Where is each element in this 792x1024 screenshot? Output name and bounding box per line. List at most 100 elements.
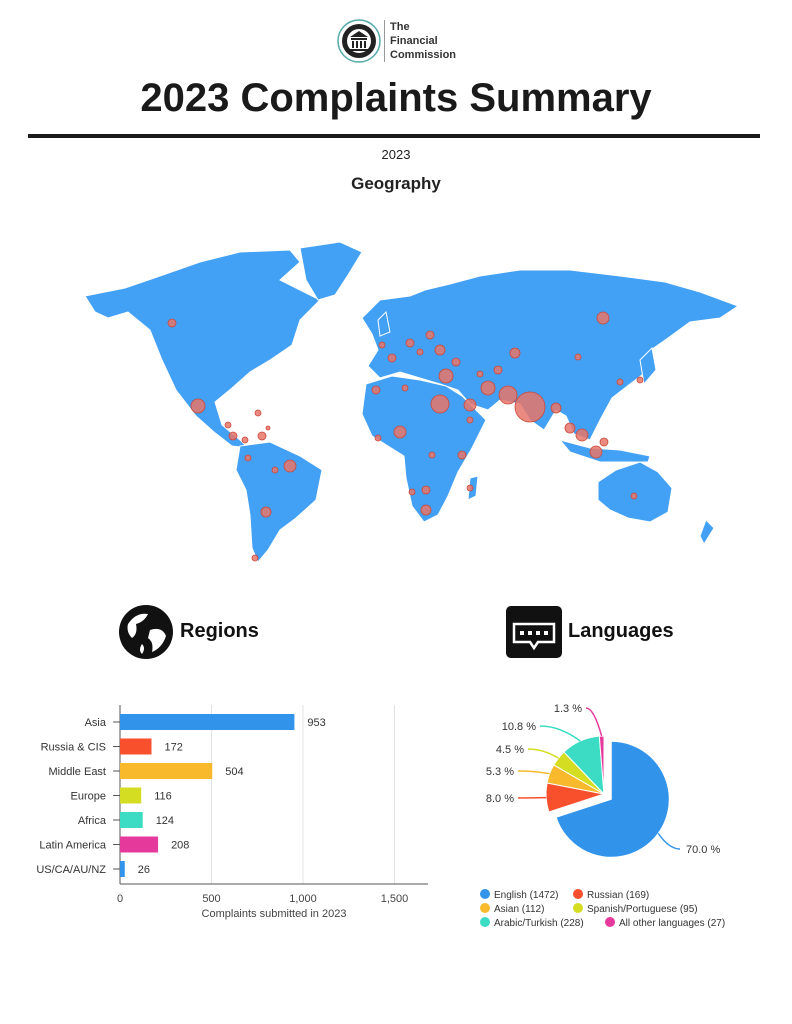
map-marker [596,311,610,325]
slice-label: 10.8 % [502,721,536,733]
eurasia [361,269,740,441]
map-marker [457,450,467,460]
map-marker [190,398,206,414]
world-map [84,241,740,563]
title-rule [28,134,760,138]
legend-swatch [480,917,490,927]
leader-line [585,707,603,737]
map-marker [574,353,582,361]
australia [597,461,673,523]
category-label: Africa [78,815,107,827]
logo-line: Commission [390,49,457,61]
map-marker [466,416,474,424]
legend-label: Spanish/Portuguese (95) [587,904,698,915]
uk [377,310,391,337]
data-label: 953 [307,717,325,729]
map-marker [493,365,503,375]
north-america [84,249,321,449]
bar [120,763,213,779]
data-label: 208 [171,840,189,852]
map-marker [387,353,397,363]
regions-bar-chart: 0 500 1,000 1,500 Asia 953 Russia & CIS 172 Midd… [36,705,428,920]
page-title: 2023 Complaints Summary [140,76,652,120]
map-marker [476,370,484,378]
map-marker [244,454,252,462]
legend-label: Arabic/Turkish (228) [494,918,584,929]
map-marker [224,421,232,429]
map-marker [251,554,259,562]
map-marker [241,436,249,444]
category-label: Asia [85,717,107,729]
bar [120,812,143,828]
africa [361,375,487,523]
speech-bubble-icon [506,606,562,658]
logo-line: Financial [390,35,438,47]
map-marker [393,425,407,439]
map-marker [260,506,272,518]
map-marker [421,485,431,495]
map-marker [514,391,546,423]
map-marker [405,338,415,348]
map-marker [378,341,386,349]
data-label: 26 [138,864,150,876]
logo-divider [384,20,385,62]
map-marker [466,484,474,492]
slice-label: 5.3 % [486,766,514,778]
map-marker [509,347,521,359]
legend-swatch [480,889,490,899]
legend-label: Asian (112) [494,904,544,915]
map-marker [434,344,446,356]
legend-label: Russian (169) [587,890,649,901]
year-label: 2023 [381,147,411,162]
map-marker [438,368,454,384]
map-marker [257,431,267,441]
slice-label: 70.0 % [686,844,720,856]
map-marker [425,330,435,340]
logo-text: The Financial Commission [390,20,456,62]
category-label: Latin America [39,840,107,852]
bar [120,861,125,877]
south-america [235,441,323,563]
map-marker [416,348,424,356]
map-marker [498,385,518,405]
map-marker [428,451,436,459]
leader-line [539,725,581,742]
languages-heading: Languages [568,620,674,642]
bar [120,738,152,755]
bar [120,787,142,804]
bar [120,836,159,853]
regions-heading: Regions [180,620,259,642]
map-marker [371,385,381,395]
greenland [299,241,363,301]
map-marker [636,376,644,384]
map-marker [254,409,262,417]
data-label: 124 [156,815,174,827]
legend-swatch [573,903,583,913]
bar [120,714,295,730]
category-label: Middle East [49,766,106,778]
x-tick-label: 1,500 [381,893,409,905]
leader-line [527,748,559,759]
data-label: 504 [225,766,243,778]
geography-heading: Geography [351,174,441,193]
map-marker [374,434,382,442]
map-marker [167,318,177,328]
map-marker [430,394,450,414]
x-tick-label: 1,000 [289,893,317,905]
map-marker [463,398,477,412]
languages-pie-chart: 70.0 % 8.0 % 5.3 % 4.5 % 10.8 % 1.3 % English … [480,703,725,929]
legend-swatch [480,903,490,913]
legend-label: All other languages (27) [619,918,725,929]
map-marker [550,402,562,414]
logo-seal [337,19,381,63]
slice-label: 8.0 % [486,793,514,805]
map-marker [420,504,432,516]
map-marker [408,488,416,496]
x-tick-label: 0 [117,893,123,905]
new-zealand [699,519,715,546]
map-marker [575,428,589,442]
legend-swatch [573,889,583,899]
x-axis-title: Complaints submitted in 2023 [202,908,347,920]
legend-swatch [605,917,615,927]
map-marker [265,425,271,431]
